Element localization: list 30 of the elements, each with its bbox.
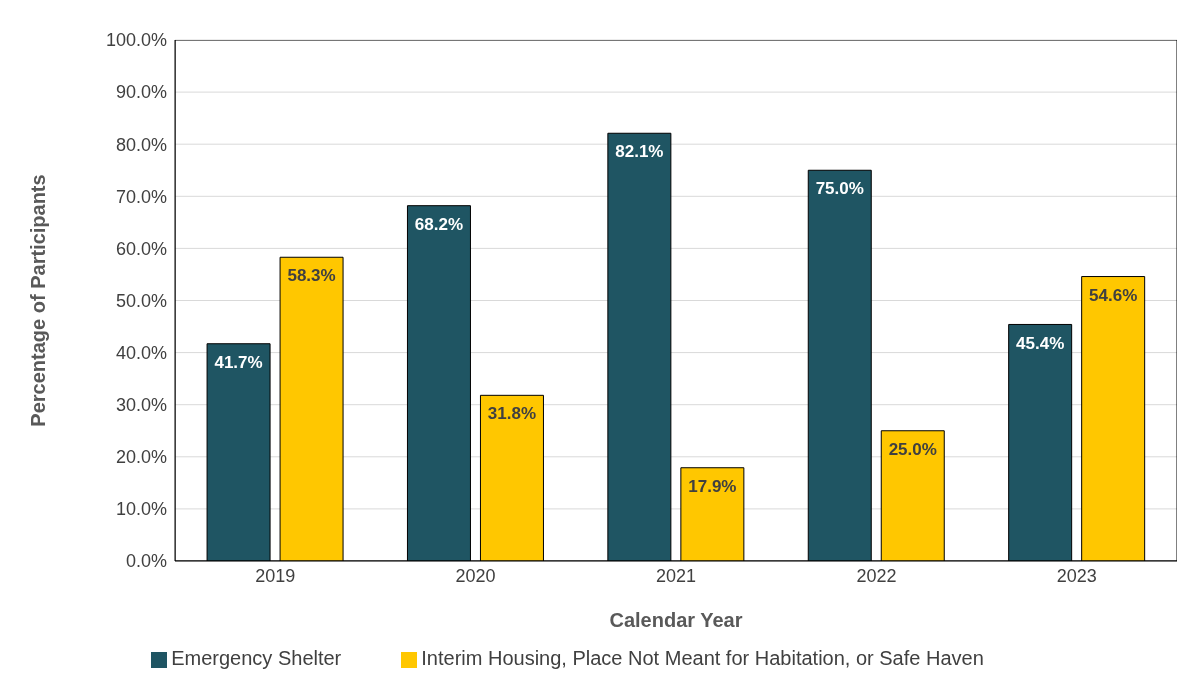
- data-label: 54.6%: [1089, 285, 1138, 305]
- x-axis-title: Calendar Year: [609, 609, 743, 631]
- x-tick-label: 2019: [255, 565, 296, 586]
- y-tick-label: 60.0%: [115, 238, 167, 259]
- x-tick-label: 2020: [455, 565, 496, 586]
- y-tick-label: 80.0%: [115, 134, 167, 155]
- y-tick-label: 50.0%: [115, 290, 167, 311]
- data-label: 75.0%: [815, 179, 864, 199]
- y-tick-label: 70.0%: [115, 186, 167, 207]
- data-label: 31.8%: [487, 404, 537, 424]
- y-axis-title: Percentage of Participants: [27, 174, 50, 427]
- x-tick-label: 2023: [1056, 565, 1097, 586]
- y-tick-label: 30.0%: [115, 395, 167, 416]
- legend-label: Interim Housing, Place Not Meant for Habitation, or Safe Haven: [421, 647, 984, 669]
- x-tick-label: 2021: [655, 565, 697, 586]
- data-label: 82.1%: [615, 142, 664, 162]
- data-label: 58.3%: [287, 266, 336, 286]
- data-label: 17.9%: [688, 476, 737, 496]
- y-tick-label: 40.0%: [115, 342, 167, 363]
- legend-label: Emergency Shelter: [171, 647, 342, 669]
- y-tick-label: 10.0%: [115, 499, 167, 520]
- data-label: 45.4%: [1016, 333, 1065, 353]
- x-tick-label: 2022: [856, 565, 897, 586]
- data-label: 68.2%: [414, 214, 464, 234]
- data-label: 25.0%: [888, 439, 937, 459]
- y-tick-label: 20.0%: [115, 447, 167, 468]
- y-tick-label: 100.0%: [105, 30, 167, 51]
- data-label: 41.7%: [214, 352, 263, 372]
- y-tick-label: 0.0%: [125, 551, 167, 572]
- y-tick-label: 90.0%: [115, 82, 167, 103]
